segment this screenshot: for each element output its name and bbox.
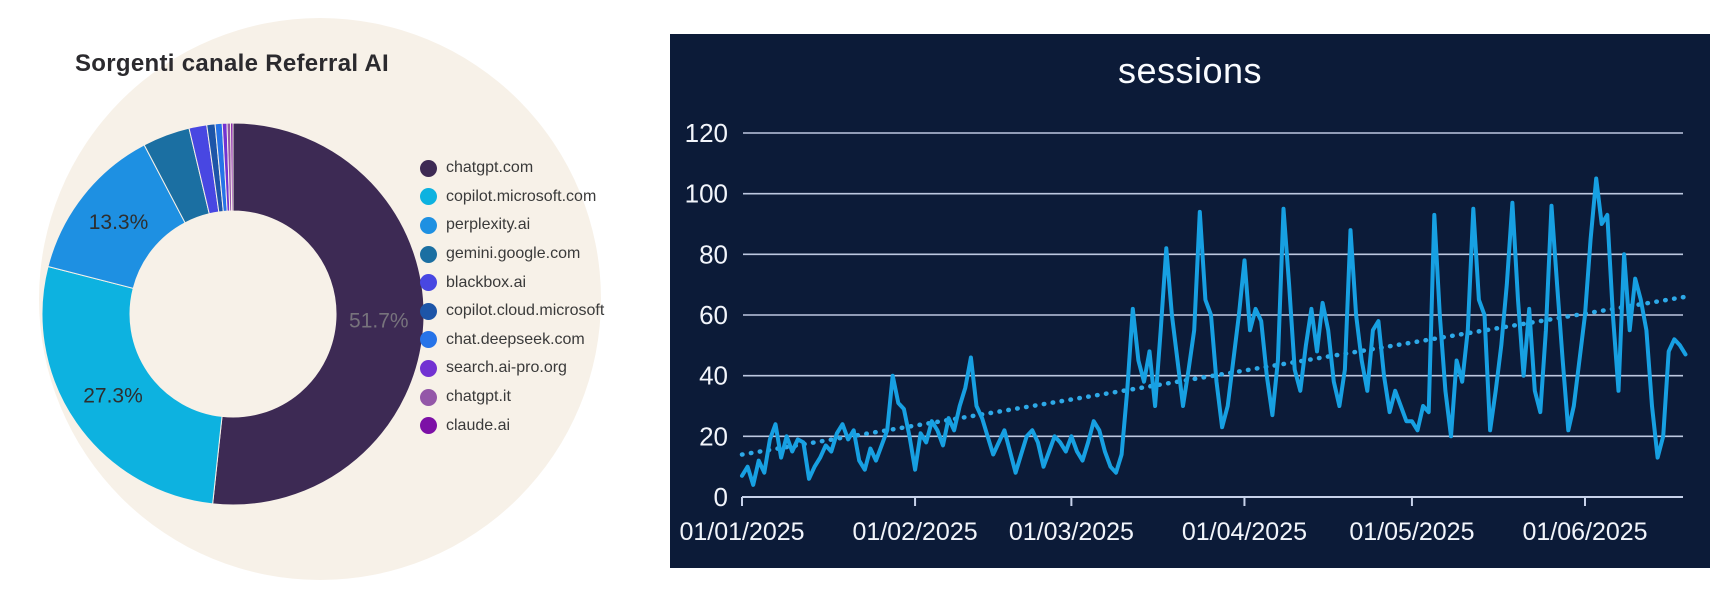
legend-item-chatgpt.com[interactable]: chatgpt.com bbox=[420, 154, 604, 183]
legend-item-chatgpt.it[interactable]: chatgpt.it bbox=[420, 383, 604, 412]
legend-item-chat.deepseek.com[interactable]: chat.deepseek.com bbox=[420, 326, 604, 355]
pie-chart-title: Sorgenti canale Referral AI bbox=[75, 50, 389, 77]
x-axis-label: 01/05/2025 bbox=[1349, 518, 1474, 546]
sessions-line-panel: sessions 0 20 40 60 80 100 120 01/01/2025 01/02/… bbox=[670, 34, 1710, 568]
donut-slice-claude.ai[interactable] bbox=[230, 122, 234, 212]
legend-label: claude.ai bbox=[446, 416, 511, 434]
legend-label: blackbox.ai bbox=[446, 273, 527, 291]
legend-color-dot bbox=[420, 159, 437, 177]
y-axis-label-0: 0 bbox=[714, 482, 728, 512]
legend-color-dot bbox=[420, 388, 437, 406]
legend-item-copilot.cloud.microsoft[interactable]: copilot.cloud.microsoft bbox=[420, 297, 604, 326]
legend-label: search.ai-pro.org bbox=[446, 359, 567, 377]
slice-percentage-label: 51.7% bbox=[349, 309, 409, 332]
trendline bbox=[739, 294, 1688, 457]
legend-item-gemini.google.com[interactable]: gemini.google.com bbox=[420, 240, 604, 269]
slice-percentage-label: 13.3% bbox=[89, 211, 149, 234]
donut-chart: 51.7% 27.3% 13.3% bbox=[39, 18, 601, 580]
legend-color-dot bbox=[420, 331, 437, 349]
slice-percentage-label: 27.3% bbox=[83, 385, 143, 408]
y-axis-label-80: 80 bbox=[699, 239, 728, 269]
legend-item-copilot.microsoft.com[interactable]: copilot.microsoft.com bbox=[420, 183, 604, 212]
legend-label: chatgpt.com bbox=[446, 159, 534, 177]
y-axis-label-60: 60 bbox=[699, 300, 728, 330]
legend-color-dot bbox=[420, 216, 437, 234]
legend-label: chatgpt.it bbox=[446, 388, 511, 406]
x-axis-label: 01/04/2025 bbox=[1182, 518, 1307, 546]
y-axis-label-20: 20 bbox=[699, 421, 728, 451]
pie-legend: chatgpt.com copilot.microsoft.com perplexi… bbox=[420, 154, 604, 440]
legend-color-dot bbox=[420, 302, 437, 320]
x-axis-label: 01/03/2025 bbox=[1009, 518, 1134, 546]
legend-label: chat.deepseek.com bbox=[446, 330, 585, 348]
y-axis-label-40: 40 bbox=[699, 361, 728, 391]
legend-color-dot bbox=[420, 417, 437, 435]
donut-slice-chatgpt.com[interactable] bbox=[212, 122, 425, 506]
chart-background bbox=[670, 34, 1710, 568]
legend-color-dot bbox=[420, 188, 437, 206]
sessions-line-chart: 0 20 40 60 80 100 120 01/01/2025 01/02/2025 01/03… bbox=[670, 34, 1710, 568]
sessions-series-line[interactable] bbox=[740, 176, 1688, 487]
legend-label: gemini.google.com bbox=[446, 245, 581, 263]
donut-slice-copilot.microsoft.com[interactable] bbox=[41, 265, 223, 505]
x-axis-label: 01/01/2025 bbox=[679, 518, 804, 546]
legend-color-dot bbox=[420, 245, 437, 263]
line-chart-title: sessions bbox=[1117, 50, 1263, 91]
legend-item-perplexity.ai[interactable]: perplexity.ai bbox=[420, 211, 604, 240]
y-axis-label-100: 100 bbox=[685, 179, 728, 209]
y-axis-label-120: 120 bbox=[685, 118, 728, 148]
x-axis-label: 01/06/2025 bbox=[1522, 518, 1647, 546]
legend-item-blackbox.ai[interactable]: blackbox.ai bbox=[420, 268, 604, 297]
legend-label: copilot.cloud.microsoft bbox=[446, 302, 605, 320]
x-axis-label: 01/02/2025 bbox=[853, 518, 978, 546]
legend-item-search.ai-pro.org[interactable]: search.ai-pro.org bbox=[420, 354, 604, 383]
legend-color-dot bbox=[420, 274, 437, 292]
legend-item-claude.ai[interactable]: claude.ai bbox=[420, 411, 604, 440]
legend-label: perplexity.ai bbox=[446, 216, 531, 234]
legend-color-dot bbox=[420, 359, 437, 377]
legend-label: copilot.microsoft.com bbox=[446, 187, 597, 205]
referral-pie-panel: 51.7% 27.3% 13.3% Sorgenti canale Referral… bbox=[0, 0, 660, 603]
